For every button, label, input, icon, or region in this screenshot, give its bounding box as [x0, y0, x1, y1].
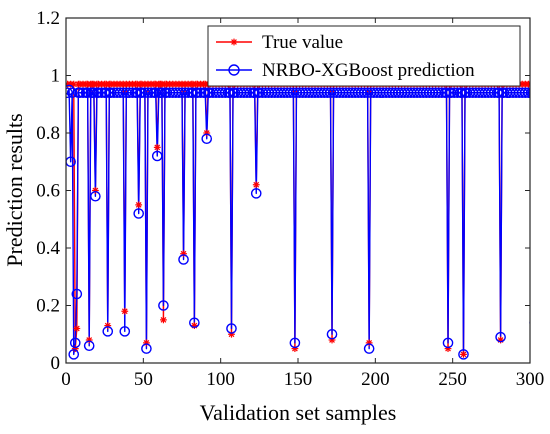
prediction-point [83, 340, 95, 352]
prediction-point [456, 87, 468, 99]
true-value-point [73, 325, 81, 332]
y-tick-label: 0.4 [36, 238, 60, 259]
x-axis-title: Validation set samples [200, 400, 397, 425]
prediction-point [178, 254, 189, 265]
prediction-point [189, 317, 200, 329]
true-value-point [135, 201, 143, 209]
legend-box [207, 25, 521, 87]
prediction-point [201, 133, 213, 145]
prediction-point [179, 87, 191, 99]
prediction-point [486, 87, 497, 99]
true-value-point [143, 339, 150, 347]
prediction-point [158, 300, 169, 311]
y-tick-label: 1 [51, 66, 61, 87]
prediction-point [90, 190, 101, 202]
prediction-point [226, 323, 237, 334]
x-tick-label: 250 [438, 369, 467, 390]
prediction-point [68, 349, 80, 360]
prediction-point [527, 88, 530, 98]
prediction-point [66, 84, 75, 96]
prediction-point [442, 337, 454, 349]
prediction-point [156, 87, 168, 99]
prediction-point [250, 188, 262, 199]
prediction-point [224, 87, 236, 99]
ticks-layer: 0 50 100 150 200 250 300 0 0.2 0.4 0.6 0.8 1 1.2 [36, 8, 544, 390]
prediction-point [363, 343, 375, 354]
x-tick-label: 0 [61, 369, 71, 390]
prediction-point [523, 87, 530, 99]
prediction-point [216, 87, 228, 99]
y-tick-label: 0 [51, 353, 61, 374]
prediction-point [74, 87, 86, 99]
y-tick-label: 0.8 [36, 123, 60, 144]
prediction-point [93, 87, 104, 99]
y-tick-label: 0.6 [36, 181, 60, 202]
prediction-point [326, 328, 338, 340]
x-tick-label: 50 [134, 369, 153, 390]
true-value-point [153, 143, 161, 151]
prediction-point [141, 343, 152, 354]
prediction-point [100, 87, 112, 99]
prediction-point [131, 87, 143, 99]
legend-pred-marker [228, 64, 240, 76]
x-tick-label: 100 [206, 369, 235, 390]
x-tick-label: 300 [516, 369, 545, 390]
prediction-point [151, 150, 163, 162]
legend-true-label: True value [262, 32, 343, 53]
prediction-point [441, 87, 452, 99]
legend-true-asterisk [230, 38, 238, 46]
true-value-point [252, 181, 260, 189]
legend-true-marker [230, 38, 238, 46]
y-axis-title: Prediction results [2, 113, 27, 266]
x-tick-label: 150 [284, 369, 313, 390]
prediction-point [133, 208, 144, 219]
prediction-point [241, 87, 253, 99]
prediction-point [448, 87, 460, 99]
prediction-point [199, 87, 211, 99]
prediction-point [249, 87, 260, 99]
prediction-point [187, 87, 199, 99]
prediction-point [192, 87, 203, 99]
prediction-point [458, 349, 469, 360]
prediction-point [69, 337, 81, 349]
prediction-point [433, 87, 445, 99]
prediction-point [71, 288, 83, 300]
prediction-point [495, 331, 506, 343]
prediction-point [526, 87, 530, 98]
prediction-point [88, 87, 100, 99]
prediction-line [66, 89, 530, 356]
prediction-point [124, 87, 135, 99]
true-value-point [160, 316, 167, 324]
prediction-point [66, 87, 78, 99]
y-tick-label: 0.2 [36, 296, 60, 317]
prediction-point [493, 87, 505, 99]
true-value-point [460, 350, 467, 358]
prediction-point [102, 326, 114, 337]
y-tick-label: 1.2 [36, 8, 60, 29]
true-value-point [121, 307, 129, 315]
prediction-point [142, 87, 154, 99]
prediction-point [289, 337, 301, 349]
prediction-point [119, 326, 131, 337]
legend: True value NRBO-XGBoost prediction [207, 25, 521, 87]
legend-pred-label: NRBO-XGBoost prediction [262, 60, 475, 81]
x-tick-label: 200 [361, 369, 390, 390]
